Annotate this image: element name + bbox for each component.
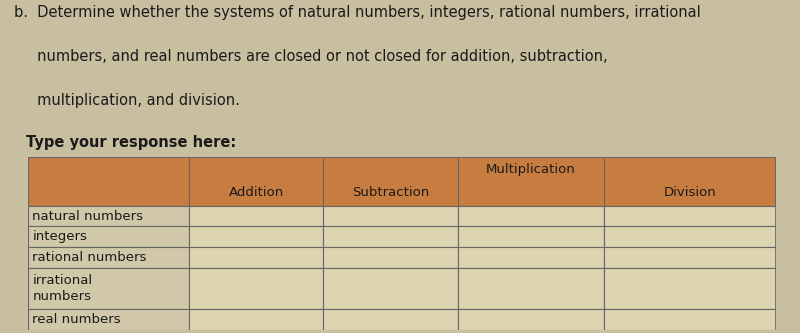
Bar xyxy=(28,247,189,268)
Text: Addition: Addition xyxy=(229,185,284,198)
Text: Multiplication: Multiplication xyxy=(486,163,576,176)
Bar xyxy=(189,268,323,309)
Bar xyxy=(323,247,458,268)
Bar xyxy=(28,268,189,309)
Bar xyxy=(458,157,604,206)
Bar xyxy=(458,309,604,330)
Bar xyxy=(189,226,323,247)
Bar xyxy=(604,226,776,247)
Text: Division: Division xyxy=(664,185,716,198)
Bar xyxy=(28,157,189,206)
Text: real numbers: real numbers xyxy=(33,313,121,326)
Bar xyxy=(604,309,776,330)
Bar xyxy=(604,206,776,226)
Bar xyxy=(458,247,604,268)
Bar xyxy=(323,268,458,309)
Bar xyxy=(189,157,323,206)
Bar xyxy=(323,309,458,330)
Bar xyxy=(604,268,776,309)
Bar xyxy=(458,226,604,247)
Text: b.  Determine whether the systems of natural numbers, integers, rational numbers: b. Determine whether the systems of natu… xyxy=(14,5,701,20)
Bar xyxy=(604,247,776,268)
Bar xyxy=(323,226,458,247)
Text: Subtraction: Subtraction xyxy=(352,185,430,198)
Text: Type your response here:: Type your response here: xyxy=(26,135,236,150)
Bar xyxy=(189,247,323,268)
Text: multiplication, and division.: multiplication, and division. xyxy=(14,94,240,109)
Bar xyxy=(458,206,604,226)
Bar xyxy=(28,309,189,330)
Text: numbers, and real numbers are closed or not closed for addition, subtraction,: numbers, and real numbers are closed or … xyxy=(14,49,608,64)
Bar xyxy=(323,206,458,226)
Text: integers: integers xyxy=(33,230,87,243)
Bar xyxy=(28,226,189,247)
Bar xyxy=(189,309,323,330)
Text: natural numbers: natural numbers xyxy=(33,210,143,223)
Text: rational numbers: rational numbers xyxy=(33,251,147,264)
Text: irrational
numbers: irrational numbers xyxy=(33,274,93,303)
Bar xyxy=(323,157,458,206)
Bar xyxy=(458,268,604,309)
Bar xyxy=(604,157,776,206)
Bar xyxy=(28,206,189,226)
Bar xyxy=(189,206,323,226)
